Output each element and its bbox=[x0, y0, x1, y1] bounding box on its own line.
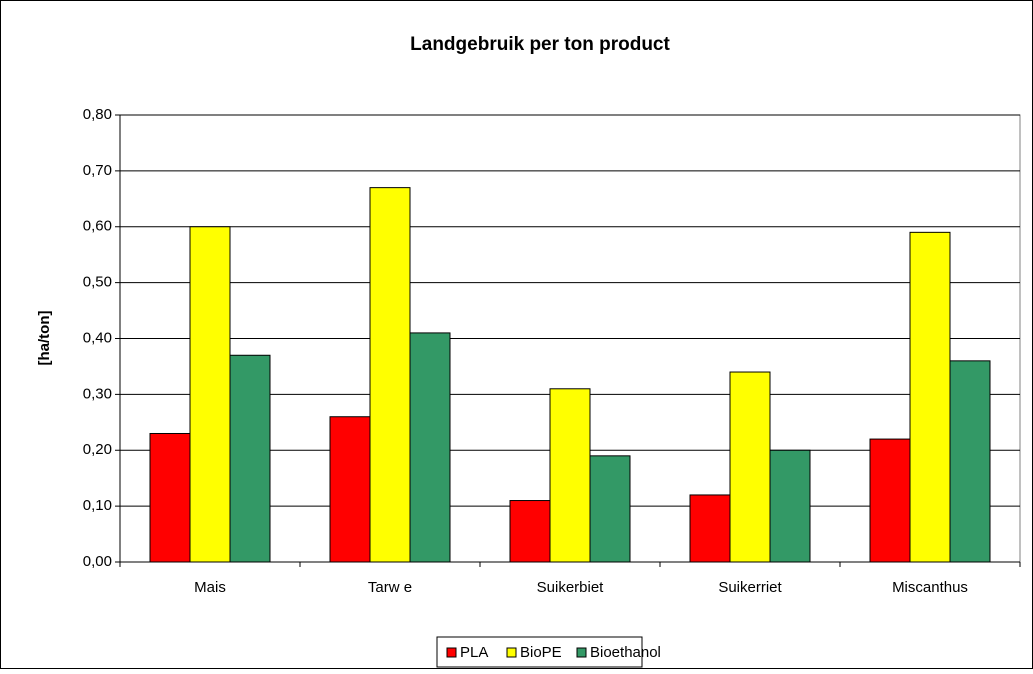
legend-swatch bbox=[446, 647, 457, 658]
y-axis-label: [ha/ton] bbox=[36, 311, 53, 366]
y-tick-label: 0,50 bbox=[83, 274, 112, 291]
y-tick-label: 0,20 bbox=[83, 441, 112, 458]
y-tick-label: 0,70 bbox=[83, 162, 112, 179]
bar bbox=[909, 231, 951, 563]
legend-box bbox=[436, 636, 643, 668]
bar bbox=[369, 187, 411, 563]
legend-label: PLA bbox=[460, 644, 488, 661]
x-tick-label: Suikerbiet bbox=[537, 579, 605, 596]
bar bbox=[689, 494, 731, 563]
bar bbox=[769, 449, 811, 563]
bar bbox=[329, 416, 371, 563]
y-tick-label: 0,10 bbox=[83, 497, 112, 514]
bar bbox=[409, 332, 451, 563]
bar bbox=[589, 455, 631, 563]
bar bbox=[189, 226, 231, 563]
bar bbox=[509, 500, 551, 563]
legend-swatch bbox=[506, 647, 517, 658]
y-tick-label: 0,60 bbox=[83, 218, 112, 235]
chart-title: Landgebruik per ton product bbox=[410, 34, 670, 55]
legend-label: Bioethanol bbox=[590, 644, 661, 661]
bar bbox=[869, 438, 911, 563]
bar bbox=[729, 371, 771, 563]
bar bbox=[149, 432, 191, 563]
x-tick-label: Tarw e bbox=[368, 579, 412, 596]
x-tick-label: Miscanthus bbox=[892, 579, 968, 596]
bar bbox=[549, 388, 591, 563]
y-tick-label: 0,80 bbox=[83, 106, 112, 123]
x-tick-label: Suikerriet bbox=[718, 579, 782, 596]
legend-label: BioPE bbox=[520, 644, 562, 661]
bar bbox=[229, 354, 271, 563]
legend-swatch bbox=[576, 647, 587, 658]
y-tick-label: 0,40 bbox=[83, 329, 112, 346]
bar bbox=[949, 360, 991, 563]
y-tick-label: 0,30 bbox=[83, 385, 112, 402]
y-tick-label: 0,00 bbox=[83, 553, 112, 570]
x-tick-label: Mais bbox=[194, 579, 226, 596]
